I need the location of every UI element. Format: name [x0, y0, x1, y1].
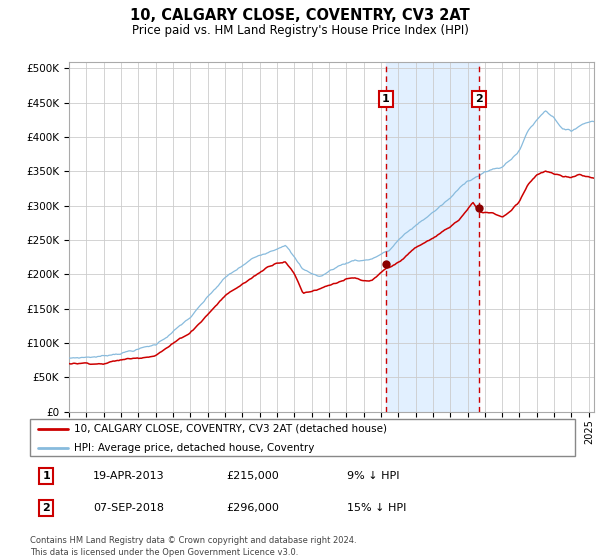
Text: This data is licensed under the Open Government Licence v3.0.: This data is licensed under the Open Gov…	[30, 548, 298, 557]
FancyBboxPatch shape	[30, 419, 575, 456]
Text: 10, CALGARY CLOSE, COVENTRY, CV3 2AT (detached house): 10, CALGARY CLOSE, COVENTRY, CV3 2AT (de…	[74, 423, 386, 433]
Text: £296,000: £296,000	[227, 503, 280, 514]
Text: 15% ↓ HPI: 15% ↓ HPI	[347, 503, 406, 514]
Text: £215,000: £215,000	[227, 471, 280, 481]
Text: Contains HM Land Registry data © Crown copyright and database right 2024.: Contains HM Land Registry data © Crown c…	[30, 536, 356, 545]
Text: 2: 2	[475, 94, 483, 104]
Text: 07-SEP-2018: 07-SEP-2018	[93, 503, 164, 514]
Text: 19-APR-2013: 19-APR-2013	[93, 471, 164, 481]
Text: HPI: Average price, detached house, Coventry: HPI: Average price, detached house, Cove…	[74, 443, 314, 453]
Bar	[386, 62, 479, 412]
Text: Price paid vs. HM Land Registry's House Price Index (HPI): Price paid vs. HM Land Registry's House …	[131, 24, 469, 36]
Text: 1: 1	[382, 94, 390, 104]
Text: 9% ↓ HPI: 9% ↓ HPI	[347, 471, 399, 481]
Text: 2: 2	[43, 503, 50, 514]
Text: 10, CALGARY CLOSE, COVENTRY, CV3 2AT: 10, CALGARY CLOSE, COVENTRY, CV3 2AT	[130, 8, 470, 24]
Text: 1: 1	[43, 471, 50, 481]
